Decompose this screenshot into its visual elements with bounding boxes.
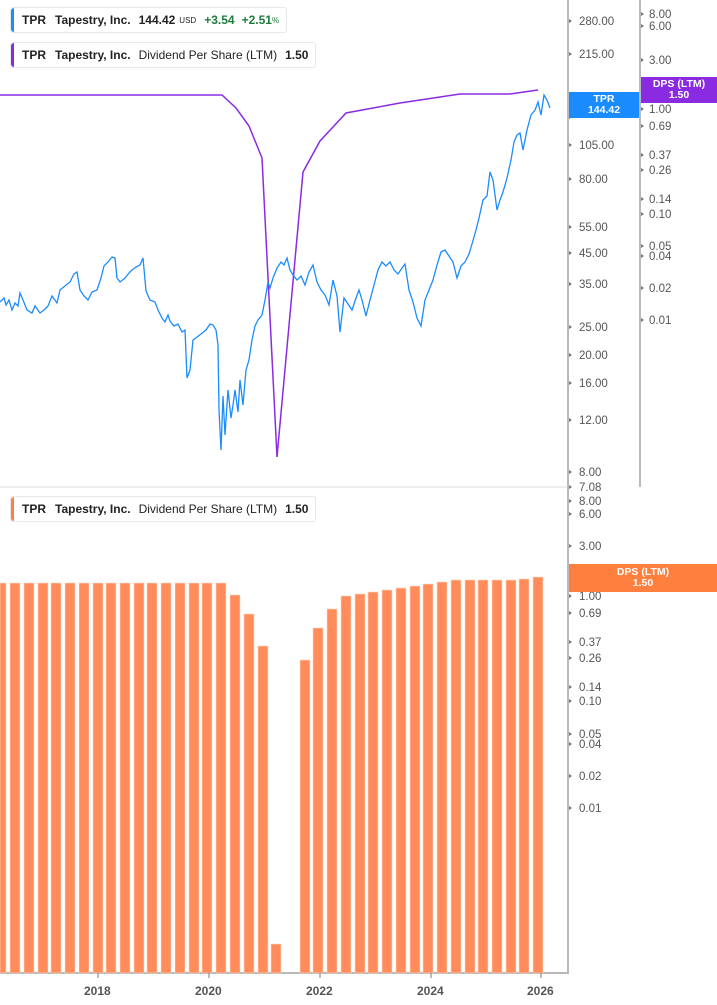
x-axis: 2018 2020 2022 2024 2026 xyxy=(84,973,554,998)
legend-metric: Dividend Per Share (LTM) xyxy=(138,48,278,62)
price-axis-ticks: 280.00 215.00 105.00 80.00 55.00 45.00 3… xyxy=(569,16,614,494)
legend-ticker: TPR xyxy=(22,48,46,62)
svg-text:2020: 2020 xyxy=(195,984,222,998)
svg-text:0.14: 0.14 xyxy=(649,194,672,206)
legend-dps-bottom[interactable]: TPR Tapestry, Inc. Dividend Per Share (L… xyxy=(10,496,317,522)
dps-axis-tag-top: DPS (LTM) 1.50 xyxy=(641,77,717,103)
svg-text:0.26: 0.26 xyxy=(649,165,671,177)
series-color-swatch xyxy=(11,497,14,521)
svg-text:0.37: 0.37 xyxy=(579,637,601,649)
series-color-swatch xyxy=(11,8,14,32)
dps-tag-value: 1.50 xyxy=(668,89,690,101)
legend-pct-symbol: % xyxy=(271,15,280,25)
svg-text:0.69: 0.69 xyxy=(579,608,601,620)
legend-dps-value: 1.50 xyxy=(285,48,309,62)
svg-text:0.04: 0.04 xyxy=(579,739,602,751)
svg-text:0.10: 0.10 xyxy=(579,696,601,708)
svg-text:7.08: 7.08 xyxy=(579,482,601,494)
svg-text:105.00: 105.00 xyxy=(579,140,614,152)
svg-text:3.00: 3.00 xyxy=(579,541,601,553)
legend-price[interactable]: TPR Tapestry, Inc. 144.42 USD +3.54 +2.5… xyxy=(10,7,288,33)
svg-text:8.00: 8.00 xyxy=(579,496,601,508)
svg-text:0.37: 0.37 xyxy=(649,150,671,162)
svg-text:2018: 2018 xyxy=(84,984,111,998)
dps-bars[interactable] xyxy=(0,576,544,974)
svg-text:0.02: 0.02 xyxy=(649,283,671,295)
svg-text:8.00: 8.00 xyxy=(649,9,671,21)
svg-text:35.00: 35.00 xyxy=(579,279,608,291)
legend-ticker: TPR xyxy=(22,502,46,516)
price-tag-value: 144.42 xyxy=(587,104,621,116)
svg-text:2026: 2026 xyxy=(527,984,554,998)
svg-text:80.00: 80.00 xyxy=(579,174,608,186)
legend-company: Tapestry, Inc. xyxy=(55,502,131,516)
svg-text:1.00: 1.00 xyxy=(579,591,601,603)
svg-text:45.00: 45.00 xyxy=(579,248,608,260)
svg-text:20.00: 20.00 xyxy=(579,350,608,362)
svg-text:6.00: 6.00 xyxy=(579,509,601,521)
svg-text:8.00: 8.00 xyxy=(579,467,601,479)
svg-text:280.00: 280.00 xyxy=(579,16,614,28)
legend-dps-top[interactable]: TPR Tapestry, Inc. Dividend Per Share (L… xyxy=(10,42,317,68)
svg-text:1.00: 1.00 xyxy=(649,104,671,116)
dps-axis-ticks-top: 8.00 6.00 3.00 1.00 0.69 0.37 0.26 0.14 … xyxy=(641,9,672,327)
price-line[interactable] xyxy=(0,93,551,451)
dps-tag-value: 1.50 xyxy=(632,577,654,589)
svg-text:0.10: 0.10 xyxy=(649,209,671,221)
svg-text:3.00: 3.00 xyxy=(649,55,671,67)
svg-text:0.01: 0.01 xyxy=(649,315,671,327)
svg-text:0.04: 0.04 xyxy=(649,251,672,263)
svg-text:55.00: 55.00 xyxy=(579,222,608,234)
dps-line[interactable] xyxy=(0,89,539,458)
svg-text:215.00: 215.00 xyxy=(579,49,614,61)
legend-price-value: 144.42 xyxy=(138,13,176,27)
dps-tag-label: DPS (LTM) xyxy=(616,566,670,578)
svg-text:12.00: 12.00 xyxy=(579,415,608,427)
svg-text:0.69: 0.69 xyxy=(649,121,671,133)
legend-change: +3.54 xyxy=(204,13,235,27)
svg-text:6.00: 6.00 xyxy=(649,21,671,33)
legend-company: Tapestry, Inc. xyxy=(55,13,131,27)
svg-text:25.00: 25.00 xyxy=(579,322,608,334)
legend-metric: Dividend Per Share (LTM) xyxy=(138,502,278,516)
dps-tag-label: DPS (LTM) xyxy=(652,78,706,90)
svg-text:0.05: 0.05 xyxy=(579,729,601,741)
svg-text:0.05: 0.05 xyxy=(649,241,671,253)
series-color-swatch xyxy=(11,43,14,67)
svg-text:0.26: 0.26 xyxy=(579,653,601,665)
svg-text:16.00: 16.00 xyxy=(579,378,608,390)
legend-currency: USD xyxy=(179,15,197,25)
legend-company: Tapestry, Inc. xyxy=(55,48,131,62)
legend-dps-value: 1.50 xyxy=(285,502,309,516)
svg-text:0.02: 0.02 xyxy=(579,771,601,783)
price-axis-tag: TPR 144.42 xyxy=(569,92,639,118)
price-tag-ticker: TPR xyxy=(593,93,615,105)
legend-change-pct: +2.51 xyxy=(241,13,272,27)
svg-text:2022: 2022 xyxy=(306,984,333,998)
bottom-axis-ticks: 8.00 6.00 3.00 1.00 0.69 0.37 0.26 0.14 … xyxy=(569,496,602,815)
svg-text:2024: 2024 xyxy=(417,984,444,998)
dps-axis-tag-bottom: DPS (LTM) 1.50 xyxy=(569,564,717,592)
svg-text:0.01: 0.01 xyxy=(579,803,601,815)
legend-ticker: TPR xyxy=(22,13,46,27)
svg-text:0.14: 0.14 xyxy=(579,682,602,694)
